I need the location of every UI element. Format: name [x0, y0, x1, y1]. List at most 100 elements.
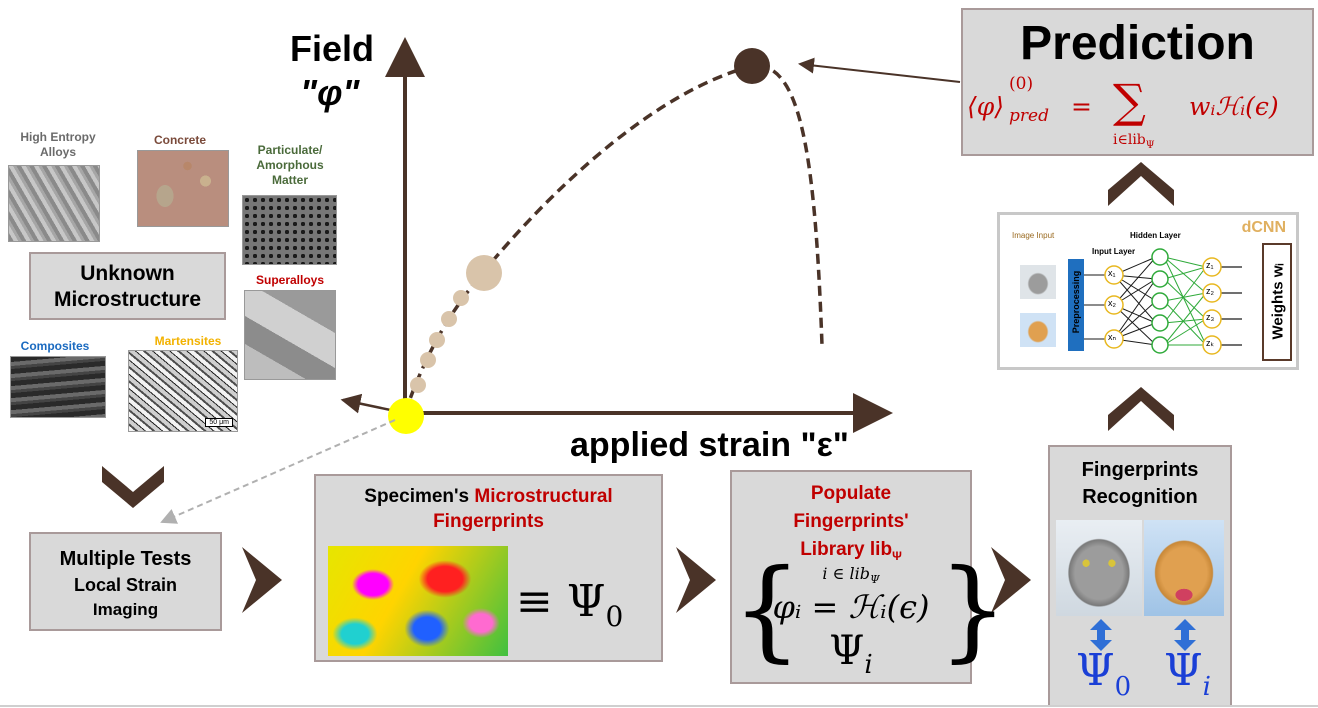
weights-label: Weights wᵢ: [1269, 263, 1287, 340]
recognition-psii-text: Ψ: [1164, 645, 1203, 696]
peak-point: [734, 48, 770, 84]
recognition-psi0-text: Ψ: [1076, 645, 1115, 696]
z-node-k: zₖ: [1206, 338, 1215, 348]
prediction-sum: ∑: [1113, 74, 1146, 128]
prediction-rhs: wᵢℋᵢ(ϵ): [1189, 92, 1279, 121]
specimen-highlight1: Microstructural: [474, 486, 613, 507]
network-graph: [1084, 248, 1242, 355]
library-line2: Fingerprints': [793, 511, 909, 532]
specimen-fingerprints-box: Specimen's Microstructural Fingerprints …: [314, 474, 663, 662]
recognition-psii: Ψi: [1164, 645, 1211, 702]
specimen-prefix: Specimen's: [364, 486, 475, 507]
x-node-2: x₂: [1108, 298, 1116, 308]
recognition-box: Fingerprints Recognition Ψ0 Ψi: [1048, 445, 1232, 707]
curve-point-small-4: [441, 311, 457, 327]
prediction-sum-sub-sub: Ψ: [1145, 139, 1155, 151]
y-axis-label-field: Field: [290, 28, 375, 69]
recognition-psi0-sub: 0: [1114, 671, 1132, 702]
library-index-sub: Ψ: [869, 573, 880, 587]
multiple-tests-box: Multiple Tests Local Strain Imaging: [29, 532, 222, 631]
up-chevron-icon-1: [1108, 387, 1174, 431]
curve-point-small-5: [453, 290, 469, 306]
prediction-lhs-sub: pred: [1009, 106, 1049, 126]
prediction-sum-sub: i∈libΨ: [1113, 132, 1155, 151]
right-chevron-icon-2: [676, 547, 716, 613]
tests-line3: Imaging: [92, 600, 159, 619]
origin-point: [388, 398, 424, 434]
label-composites: Composites: [20, 339, 90, 353]
label-high-entropy: High Entropy Alloys: [20, 130, 96, 159]
image-concrete: [137, 150, 229, 227]
curve-point-large: [466, 255, 502, 291]
label-particulate: Particulate/ Amorphous Matter: [256, 143, 324, 187]
library-brace-left: {: [732, 545, 802, 673]
dcnn-panel: dCNN Image Input Input Layer Hidden Laye…: [997, 212, 1299, 370]
library-line3-sub: Ψ: [892, 548, 902, 563]
bottom-divider: [0, 705, 1318, 707]
z-node-2: z₂: [1206, 286, 1214, 296]
prediction-lhs-sup: (0): [1009, 74, 1034, 94]
prediction-lhs: ⟨φ⟩: [967, 92, 1005, 121]
library-box: Populate Fingerprints' Library libΨ i ∈ …: [730, 470, 1008, 684]
library-psi-text: Ψ: [829, 628, 865, 674]
origin-to-tests-arrow: [160, 419, 396, 524]
scale-bar: 50 μm: [205, 418, 233, 427]
specimen-equiv-psi0: ≡ Ψ0: [516, 576, 623, 633]
image-superalloys: [244, 290, 336, 380]
recognition-title: Fingerprints Recognition: [1050, 457, 1230, 511]
prediction-eq: =: [1071, 92, 1092, 121]
field-curve: [403, 64, 824, 414]
library-formula: φᵢ = ℋᵢ(ϵ): [772, 588, 930, 626]
recognition-psi0: Ψ0: [1076, 645, 1131, 702]
prediction-formula: ⟨φ⟩ (0) pred = ∑ i∈libΨ wᵢℋᵢ(ϵ): [967, 66, 1312, 151]
specimen-highlight2: Fingerprints: [433, 511, 544, 532]
cnn-dog-thumb: [1020, 313, 1056, 347]
specimen-title: Specimen's Microstructural Fingerprints: [316, 484, 661, 534]
library-index-text: i ∈ lib: [822, 564, 870, 583]
library-title: Populate Fingerprints' Library libΨ: [732, 480, 970, 570]
input-layer-label: Input Layer: [1092, 247, 1136, 256]
image-high-entropy: [8, 165, 100, 242]
recognition-line2: Recognition: [1082, 486, 1198, 508]
prediction-title: Prediction: [1020, 17, 1255, 70]
tests-line2: Local Strain: [73, 575, 178, 595]
preprocessing-label: Preprocessing: [1071, 270, 1081, 334]
library-line3: Library lib: [800, 539, 893, 560]
label-superalloys: Superalloys: [255, 273, 325, 287]
cat-photo: [1056, 520, 1142, 616]
library-psi: Ψi: [732, 628, 970, 680]
image-input-label: Image Input: [1012, 231, 1055, 240]
x-axis-label: applied strain "ε": [570, 426, 849, 464]
curve-point-small-1: [410, 377, 426, 393]
right-chevron-icon-1: [242, 547, 282, 613]
strain-map-image: [328, 546, 508, 656]
right-chevron-icon-3: [991, 547, 1031, 613]
curve-point-small-2: [420, 352, 436, 368]
library-line1: Populate: [810, 483, 892, 504]
weights-box: Weights wᵢ: [1262, 243, 1292, 361]
curve-point-small-3: [429, 332, 445, 348]
x-node-1: x₁: [1108, 268, 1116, 278]
image-martensites: 50 μm: [128, 350, 238, 432]
image-composites: [10, 356, 106, 418]
dcnn-badge: dCNN: [1241, 219, 1286, 236]
tests-line1: Multiple Tests: [59, 548, 192, 570]
hidden-layer-label: Hidden Layer: [1130, 231, 1181, 240]
x-node-n: xₙ: [1108, 332, 1117, 342]
down-chevron-icon: [102, 466, 164, 508]
label-concrete: Concrete: [153, 133, 206, 147]
label-martensites: Martensites: [154, 334, 222, 348]
unknown-microstructure-box: Unknown Microstructure: [29, 252, 226, 320]
cnn-cat-thumb: [1020, 265, 1056, 299]
preprocessing-bar: Preprocessing: [1068, 259, 1084, 351]
library-index: i ∈ libΨ: [732, 564, 970, 586]
recognition-line1: Fingerprints: [1081, 459, 1199, 481]
double-arrow-icon-1: [1090, 619, 1112, 651]
double-arrow-icon-2: [1174, 619, 1196, 651]
library-psi-sub: i: [864, 650, 873, 680]
specimen-equiv: ≡ Ψ: [516, 576, 606, 627]
y-axis-label-phi: "φ": [300, 72, 360, 113]
unknown-line2: Microstructure: [53, 288, 202, 311]
recognition-psii-sub: i: [1202, 671, 1211, 702]
